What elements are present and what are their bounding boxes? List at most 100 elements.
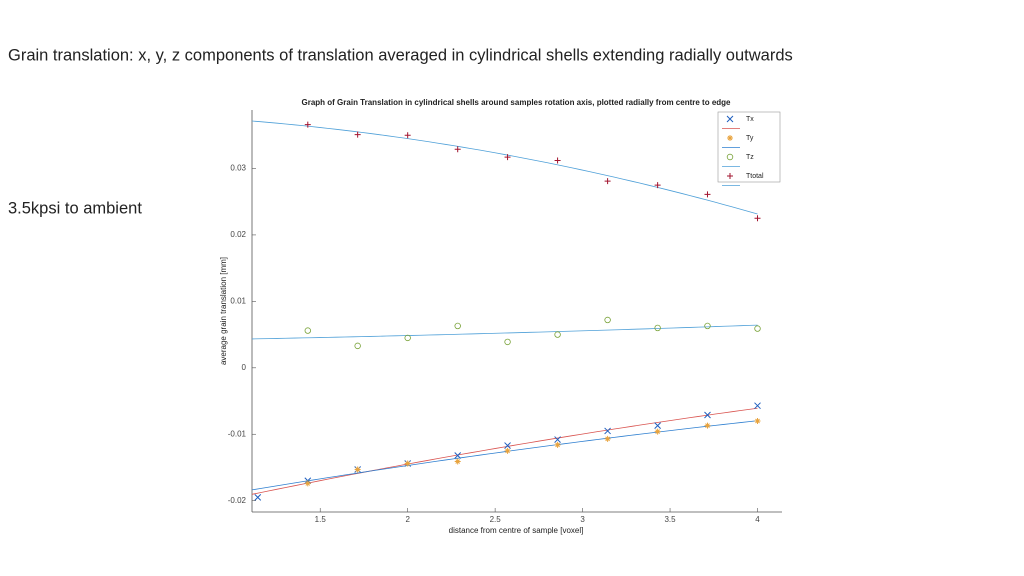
marker-path <box>604 435 611 442</box>
marker-circle <box>304 327 311 334</box>
marker <box>554 441 561 448</box>
marker-path <box>704 422 711 429</box>
marker <box>554 331 561 338</box>
marker <box>604 178 611 185</box>
marker <box>404 460 411 467</box>
marker <box>726 153 734 161</box>
marker-path <box>304 121 311 128</box>
marker <box>604 427 611 435</box>
marker <box>604 316 611 324</box>
marker-path <box>754 417 761 424</box>
fit-line <box>251 120 758 215</box>
marker-path <box>554 441 561 448</box>
y-tick-label: 0.02 <box>230 230 246 239</box>
x-tick-label: 2 <box>405 515 410 524</box>
marker <box>504 154 511 161</box>
marker <box>454 458 461 465</box>
marker <box>254 494 262 501</box>
marker-path <box>554 436 561 443</box>
marker <box>726 115 734 123</box>
marker-path <box>504 154 511 161</box>
marker <box>704 411 711 419</box>
y-tick-label: 0.03 <box>230 164 246 173</box>
x-tick-label: 2.5 <box>490 515 502 524</box>
marker-circle <box>654 324 661 332</box>
marker <box>654 182 661 189</box>
marker-path <box>754 215 761 222</box>
marker <box>754 417 761 424</box>
marker <box>504 338 511 346</box>
marker-path <box>604 427 611 435</box>
slide-note: 3.5kpsi to ambient <box>8 199 142 217</box>
marker-path <box>504 442 511 449</box>
marker <box>504 447 511 454</box>
marker-path <box>554 157 561 164</box>
x-axis-label: distance from centre of sample [voxel] <box>449 526 584 535</box>
marker-path <box>454 458 461 465</box>
marker <box>654 428 661 435</box>
y-axis-label: average grain translation [mm] <box>219 257 228 365</box>
marker-circle <box>354 342 361 350</box>
marker <box>754 215 761 222</box>
x-tick-label: 3.5 <box>664 515 676 524</box>
marker-circle <box>404 334 411 342</box>
marker <box>704 322 711 330</box>
marker <box>354 131 361 138</box>
y-tick-label: 0 <box>242 363 247 372</box>
marker-circle <box>754 325 761 332</box>
marker-circle <box>726 153 734 161</box>
marker-path <box>354 131 361 138</box>
legend-label: Tx <box>746 116 754 123</box>
marker <box>704 422 711 429</box>
marker-path <box>726 115 734 123</box>
legend-label: Tz <box>746 154 754 161</box>
marker <box>454 452 462 459</box>
marker-path <box>654 182 661 189</box>
marker-path <box>704 191 711 198</box>
marker-path <box>404 460 411 467</box>
marker-circle <box>454 322 461 330</box>
marker <box>604 435 611 442</box>
marker-path <box>404 132 411 139</box>
marker <box>727 135 733 141</box>
x-tick-label: 4 <box>755 515 760 524</box>
marker <box>554 436 561 443</box>
fit-line <box>251 420 758 491</box>
marker-path <box>604 178 611 185</box>
marker <box>304 327 311 334</box>
marker <box>654 422 661 429</box>
y-tick-label: 0.01 <box>230 296 246 305</box>
marker <box>354 342 361 350</box>
marker <box>454 146 461 153</box>
marker-path <box>654 428 661 435</box>
marker-path <box>504 447 511 454</box>
marker <box>654 324 661 332</box>
x-tick-label: 3 <box>580 515 585 524</box>
y-tick-label: -0.02 <box>228 496 247 505</box>
marker <box>304 121 311 128</box>
y-tick-label: -0.01 <box>228 429 247 438</box>
marker-circle <box>504 338 511 346</box>
chart-title: Graph of Grain Translation in cylindrica… <box>302 98 732 107</box>
marker <box>304 480 311 487</box>
marker <box>754 325 761 332</box>
legend-label: Ty <box>746 135 754 142</box>
marker <box>354 466 361 473</box>
marker-path <box>727 135 733 141</box>
marker <box>727 173 733 179</box>
marker <box>554 157 561 164</box>
marker-circle <box>604 316 611 324</box>
fit-line <box>251 324 758 340</box>
marker <box>504 442 511 449</box>
marker-path <box>754 402 761 410</box>
marker-path <box>454 452 462 459</box>
marker <box>454 322 461 330</box>
marker-path <box>254 494 262 501</box>
marker-path <box>704 411 711 419</box>
marker-path <box>454 146 461 153</box>
legend-label: Ttotal <box>746 173 764 180</box>
marker-path <box>727 173 733 179</box>
marker <box>404 132 411 139</box>
